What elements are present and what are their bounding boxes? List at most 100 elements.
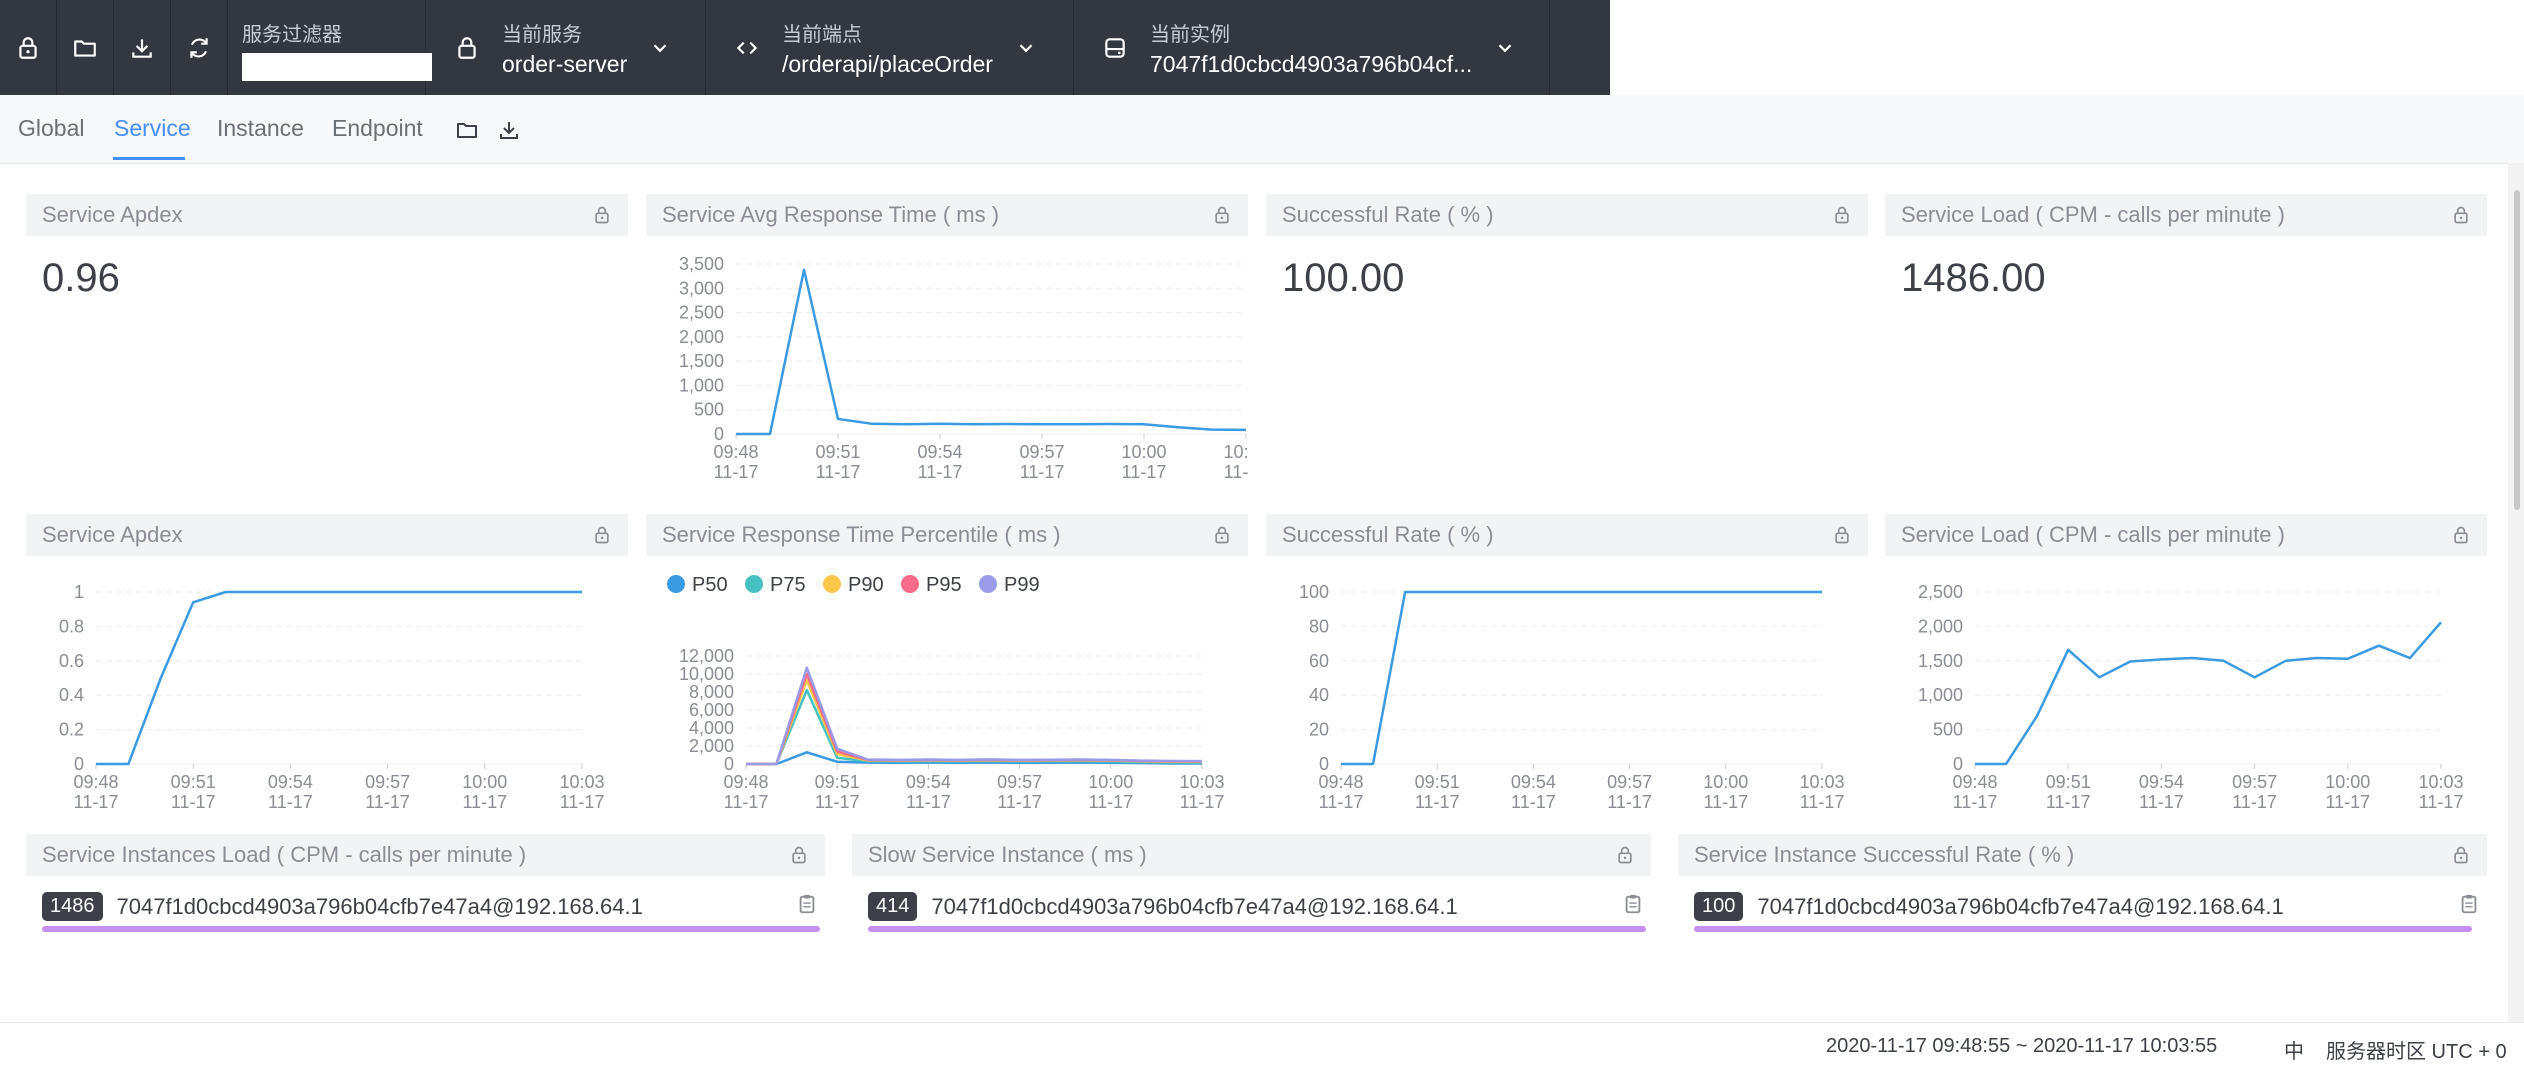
x-tick-label: 09:48 [1952, 772, 1997, 792]
list-item[interactable]: 1486 7047f1d0cbcd4903a796b04cfb7e47a4@19… [42, 892, 643, 921]
clipboard-icon[interactable] [2458, 892, 2480, 916]
lock-button[interactable] [0, 0, 57, 95]
tab-service[interactable]: Service [114, 115, 191, 141]
refresh-button[interactable] [171, 0, 228, 95]
active-tab-indicator [113, 157, 185, 160]
panel-title: Service Load ( CPM - calls per minute ) [1901, 522, 2285, 547]
y-tick-label: 1,500 [1918, 651, 1963, 671]
x-tick-label: 10:03 [2418, 772, 2463, 792]
tab-endpoint[interactable]: Endpoint [332, 115, 423, 141]
x-tick-label: 11-17 [2139, 792, 2184, 812]
x-tick-label: 10:00 [1121, 442, 1166, 462]
panel-successful-rate-chart: Successful Rate ( % ) 0 20 40 60 80 100 09:48 1… [1266, 514, 1868, 814]
lock-icon[interactable] [1832, 205, 1852, 225]
current-service-selector[interactable]: 当前服务 order-server [426, 0, 706, 95]
panel-service-load-chart: Service Load ( CPM - calls per minute ) … [1885, 514, 2487, 814]
value-badge: 414 [868, 892, 918, 921]
x-tick-label: 10:03 [1223, 442, 1248, 462]
apdex-value: 0.96 [42, 256, 120, 300]
x-tick-label: 09:57 [1607, 772, 1652, 792]
scrollbar-track[interactable] [2508, 163, 2524, 1022]
x-tick-label: 11-17 [1020, 462, 1065, 482]
footer: 2020-11-17 09:48:55 ~ 2020-11-17 10:03:5… [0, 1022, 2524, 1068]
y-tick-label: 1,000 [1918, 685, 1963, 705]
series-line [1341, 590, 1822, 766]
x-tick-label: 11-17 [1511, 792, 1556, 812]
x-tick-label: 11-17 [462, 792, 507, 812]
download-button[interactable] [114, 0, 171, 95]
legend-label: P90 [848, 574, 884, 596]
tab-global[interactable]: Global [18, 115, 85, 141]
open-folder-button[interactable] [57, 0, 114, 95]
lock-icon[interactable] [592, 525, 612, 545]
legend-marker [745, 575, 763, 593]
lock-icon[interactable] [1832, 525, 1852, 545]
x-tick-label: 11-17 [724, 792, 769, 812]
current-instance-label: 当前实例 [1150, 23, 1230, 46]
legend-label: P99 [1004, 574, 1040, 596]
percentile-chart: 02,0004,0006,0008,00010,00012,00009:4811… [667, 574, 1225, 812]
lock-icon[interactable] [2451, 525, 2471, 545]
lock-icon[interactable] [2451, 845, 2471, 865]
lock-icon[interactable] [1212, 205, 1232, 225]
y-tick-label: 0 [1953, 754, 1963, 774]
x-tick-label: 09:54 [268, 772, 313, 792]
scrollbar-thumb[interactable] [2514, 190, 2520, 510]
value-badge: 100 [1694, 892, 1744, 921]
lock-icon[interactable] [1212, 525, 1232, 545]
y-tick-label: 6,000 [689, 700, 734, 720]
panel-slow-service-instance: Slow Service Instance ( ms ) 414 7047f1d… [852, 834, 1651, 954]
x-tick-label: 09:48 [73, 772, 118, 792]
successful-rate-value: 100.00 [1282, 256, 1405, 300]
instance-name: 7047f1d0cbcd4903a796b04cfb7e47a4@192.168… [931, 893, 1458, 919]
current-endpoint-value: /orderapi/placeOrder [782, 50, 993, 77]
y-tick-label: 60 [1309, 651, 1329, 671]
lock-icon[interactable] [2451, 205, 2471, 225]
clipboard-icon[interactable] [796, 892, 818, 916]
lock-icon[interactable] [789, 845, 809, 865]
x-tick-label: 10:03 [559, 772, 604, 792]
legend-marker [823, 575, 841, 593]
x-tick-label: 09:57 [1019, 442, 1064, 462]
series-line [746, 666, 1203, 766]
y-tick-label: 500 [694, 400, 724, 420]
tab-instance[interactable]: Instance [217, 115, 304, 141]
panel-title: Service Avg Response Time ( ms ) [662, 202, 1000, 227]
current-endpoint-selector[interactable]: 当前端点 /orderapi/placeOrder [706, 0, 1074, 95]
dashboard-tabs: Global Service Instance Endpoint [0, 95, 2524, 164]
x-tick-label: 11-17 [997, 792, 1042, 812]
clipboard-icon[interactable] [1622, 892, 1644, 916]
current-instance-selector[interactable]: 当前实例 7047f1d0cbcd4903a796b04cf... [1074, 0, 1550, 95]
x-tick-label: 10:03 [1799, 772, 1844, 792]
x-tick-label: 11-17 [1800, 792, 1845, 812]
download-icon[interactable] [497, 118, 521, 142]
panel-service-apdex-chart: Service Apdex 0 0.2 0.4 0.6 0.8 1 09:48 11-17 09… [26, 514, 628, 814]
x-tick-label: 10:00 [462, 772, 507, 792]
x-tick-label: 09:48 [723, 772, 768, 792]
legend-marker [667, 575, 685, 593]
x-tick-label: 11-17 [815, 792, 860, 812]
lock-icon[interactable] [592, 205, 612, 225]
chevron-down-icon [1019, 43, 1033, 52]
legend-marker [901, 575, 919, 593]
x-tick-label: 11-17 [906, 792, 951, 812]
x-tick-label: 09:57 [365, 772, 410, 792]
x-tick-label: 11-17 [268, 792, 313, 812]
x-tick-label: 11-17 [171, 792, 216, 812]
time-range[interactable]: 2020-11-17 09:48:55 ~ 2020-11-17 10:03:5… [1826, 1035, 2218, 1057]
lock-icon[interactable] [1615, 845, 1635, 865]
slow-progress-bar [868, 926, 1646, 932]
folder-icon[interactable] [455, 118, 479, 142]
server-timezone[interactable]: 服务器时区 UTC + 0 [2326, 1041, 2507, 1063]
x-tick-label: 09:51 [171, 772, 216, 792]
y-tick-label: 2,500 [679, 303, 724, 323]
y-tick-label: 2,500 [1918, 582, 1963, 602]
service-filter-input[interactable] [242, 53, 432, 81]
panel-title: Service Instance Successful Rate ( % ) [1694, 842, 2075, 867]
list-item[interactable]: 100 7047f1d0cbcd4903a796b04cfb7e47a4@192… [1694, 892, 2284, 921]
x-tick-label: 09:48 [1318, 772, 1363, 792]
y-tick-label: 0 [1319, 754, 1329, 774]
panel-title: Service Apdex [42, 522, 183, 547]
language-toggle[interactable]: 中 [2284, 1041, 2304, 1063]
list-item[interactable]: 414 7047f1d0cbcd4903a796b04cfb7e47a4@192… [868, 892, 1458, 921]
